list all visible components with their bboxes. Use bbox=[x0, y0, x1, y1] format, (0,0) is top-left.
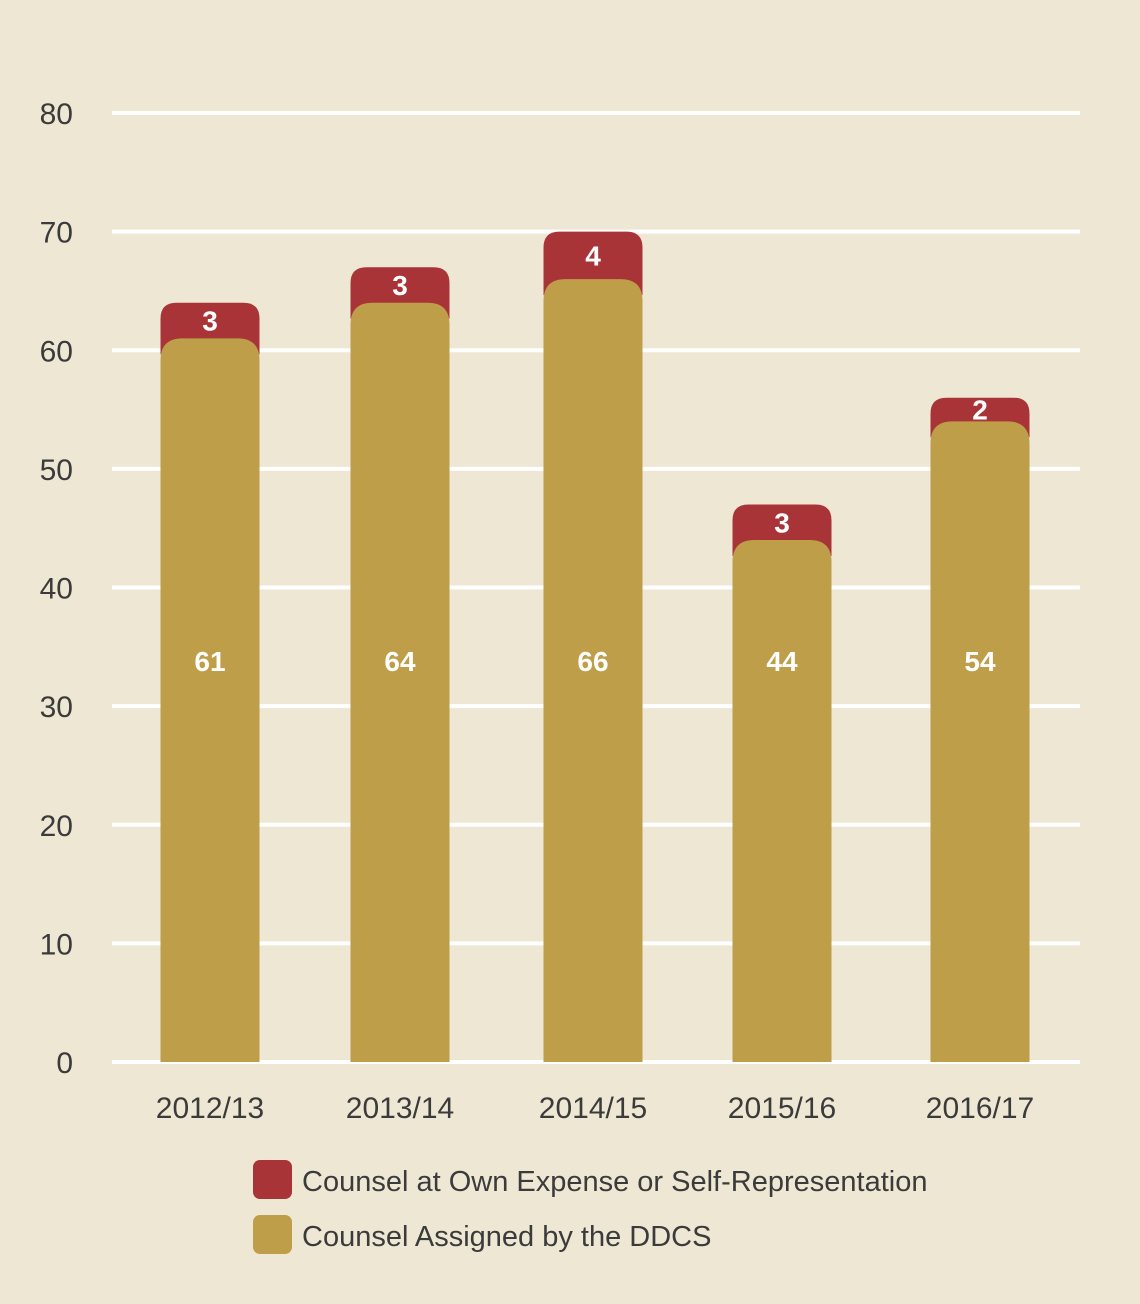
value-label-own-expense-2012-13: 3 bbox=[202, 306, 218, 337]
x-axis-category-labels: 2012/13 2013/14 2014/15 2015/16 2016/17 bbox=[156, 1092, 1034, 1125]
bar-ddcs-2015-16 bbox=[732, 540, 832, 1062]
legend-label-own-expense: Counsel at Own Expense or Self-Represent… bbox=[302, 1166, 927, 1198]
bar-ddcs-2014-15 bbox=[543, 279, 643, 1062]
y-axis-tick-labels: 0 10 20 30 40 50 60 70 80 bbox=[40, 98, 73, 1080]
legend-label-ddcs: Counsel Assigned by the DDCS bbox=[302, 1221, 711, 1253]
legend: Counsel at Own Expense or Self-Represent… bbox=[253, 1160, 927, 1254]
value-label-own-expense-2016-17: 2 bbox=[972, 395, 988, 426]
y-tick-label-0: 0 bbox=[56, 1047, 73, 1080]
bar-ddcs-2013-14 bbox=[350, 302, 450, 1062]
bar-ddcs-2016-17 bbox=[930, 421, 1030, 1062]
legend-swatch-ddcs bbox=[253, 1215, 292, 1254]
value-label-ddcs-2012-13: 61 bbox=[194, 646, 225, 677]
value-label-own-expense-2014-15: 4 bbox=[585, 240, 601, 271]
y-tick-label-30: 30 bbox=[40, 691, 73, 724]
y-tick-label-60: 60 bbox=[40, 335, 73, 368]
x-category-label-2012-13: 2012/13 bbox=[156, 1092, 264, 1125]
value-label-ddcs-2014-15: 66 bbox=[577, 646, 608, 677]
x-category-label-2015-16: 2015/16 bbox=[728, 1092, 836, 1125]
value-label-ddcs-2016-17: 54 bbox=[964, 646, 996, 677]
y-tick-label-70: 70 bbox=[40, 217, 73, 250]
bar-ddcs-2012-13 bbox=[160, 338, 260, 1062]
value-label-ddcs-2013-14: 64 bbox=[384, 646, 416, 677]
y-tick-label-50: 50 bbox=[40, 454, 73, 487]
x-category-label-2014-15: 2014/15 bbox=[539, 1092, 647, 1125]
y-tick-label-20: 20 bbox=[40, 810, 73, 843]
y-tick-label-40: 40 bbox=[40, 573, 73, 606]
value-label-own-expense-2015-16: 3 bbox=[774, 507, 790, 538]
legend-swatch-own-expense bbox=[253, 1160, 292, 1199]
y-tick-label-10: 10 bbox=[40, 928, 73, 961]
bars: 3 61 3 64 4 66 3 44 2 54 bbox=[160, 231, 1030, 1062]
value-label-ddcs-2015-16: 44 bbox=[766, 646, 798, 677]
y-tick-label-80: 80 bbox=[40, 98, 73, 131]
x-category-label-2016-17: 2016/17 bbox=[926, 1092, 1034, 1125]
x-category-label-2013-14: 2013/14 bbox=[346, 1092, 454, 1125]
value-label-own-expense-2013-14: 3 bbox=[392, 270, 408, 301]
